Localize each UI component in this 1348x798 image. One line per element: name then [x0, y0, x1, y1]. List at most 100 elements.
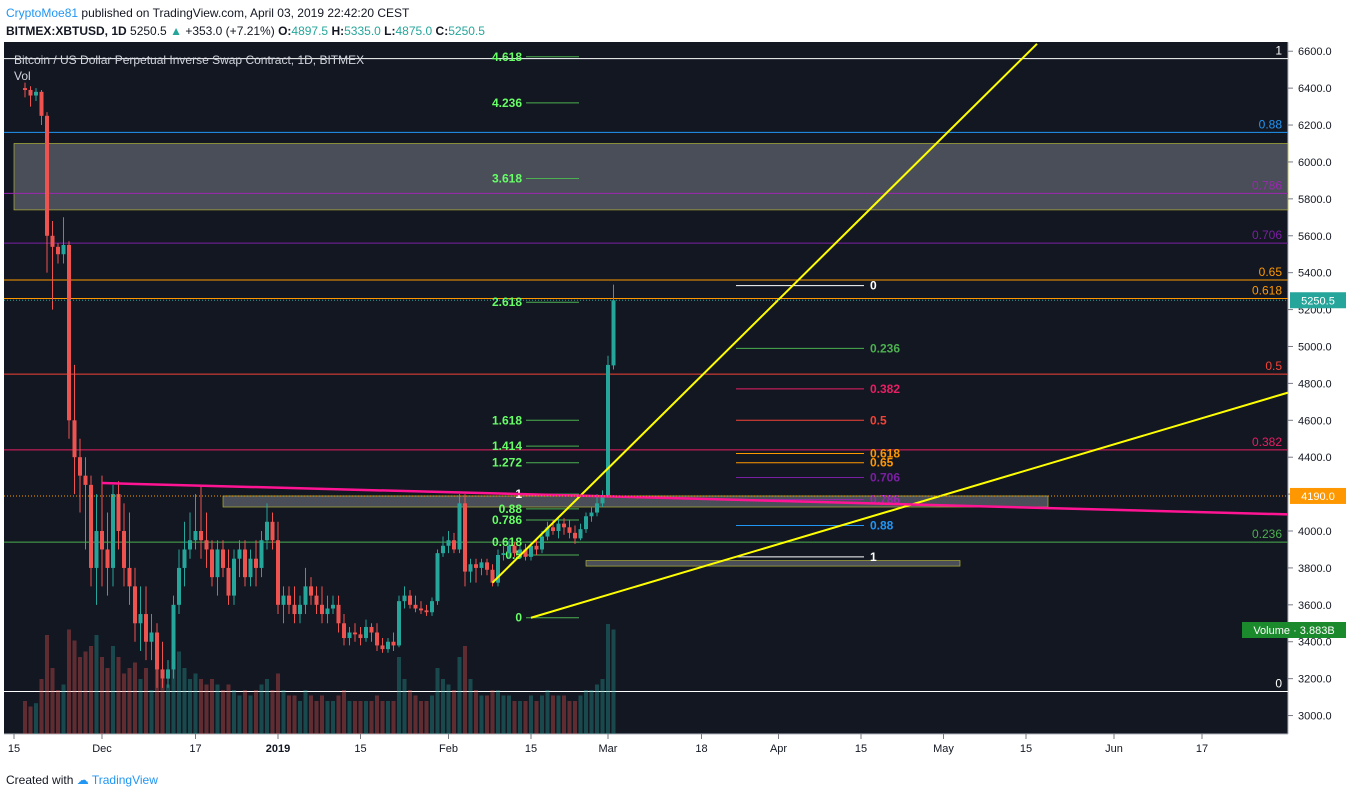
candle[interactable]	[270, 521, 275, 541]
candle[interactable]	[265, 521, 269, 541]
candle[interactable]	[133, 586, 137, 624]
candle[interactable]	[309, 586, 313, 596]
candle[interactable]	[567, 527, 572, 533]
candle[interactable]	[441, 545, 445, 554]
candle[interactable]	[496, 555, 500, 583]
candle[interactable]	[23, 88, 27, 90]
candle[interactable]	[127, 567, 132, 587]
candle[interactable]	[353, 632, 357, 635]
candle[interactable]	[56, 246, 60, 255]
candle[interactable]	[50, 235, 55, 247]
candle[interactable]	[210, 549, 214, 578]
candle[interactable]	[166, 669, 170, 679]
candle[interactable]	[100, 531, 104, 550]
candle[interactable]	[358, 634, 363, 639]
candle[interactable]	[457, 503, 462, 550]
candle[interactable]	[320, 604, 324, 615]
candle[interactable]	[490, 569, 495, 583]
candle[interactable]	[424, 610, 429, 613]
candle[interactable]	[397, 601, 401, 646]
candle[interactable]	[281, 595, 286, 605]
candle[interactable]	[89, 484, 93, 568]
candle[interactable]	[347, 632, 352, 639]
candle[interactable]	[468, 564, 473, 572]
candle[interactable]	[364, 626, 368, 639]
candle[interactable]	[105, 549, 110, 568]
candle[interactable]	[276, 540, 280, 605]
candle[interactable]	[512, 545, 517, 554]
price-axis[interactable]	[1288, 42, 1348, 764]
candle[interactable]	[67, 244, 71, 421]
candle[interactable]	[375, 632, 379, 646]
candle[interactable]	[254, 558, 258, 568]
candle[interactable]	[199, 531, 203, 541]
candle[interactable]	[204, 540, 209, 550]
author-link[interactable]: CryptoMoe81	[6, 6, 79, 20]
candle[interactable]	[193, 531, 198, 541]
candle[interactable]	[485, 562, 489, 570]
candle[interactable]	[226, 567, 231, 596]
candle[interactable]	[600, 495, 605, 504]
trend-line[interactable]	[101, 481, 1289, 516]
candle[interactable]	[160, 669, 165, 679]
candle[interactable]	[78, 457, 82, 476]
candle[interactable]	[336, 604, 341, 624]
candle[interactable]	[606, 364, 610, 496]
candle[interactable]	[611, 300, 616, 366]
candle[interactable]	[215, 549, 220, 578]
candle[interactable]	[589, 512, 594, 517]
candle[interactable]	[144, 614, 148, 642]
candle[interactable]	[177, 567, 181, 605]
candle[interactable]	[138, 614, 143, 624]
candle[interactable]	[325, 608, 330, 615]
candle[interactable]	[111, 494, 115, 568]
candle[interactable]	[380, 645, 385, 650]
candle[interactable]	[386, 641, 390, 650]
candle[interactable]	[435, 553, 440, 602]
candle[interactable]	[573, 532, 577, 539]
candle[interactable]	[171, 604, 176, 670]
candle[interactable]	[402, 595, 407, 602]
candle[interactable]	[83, 475, 88, 485]
candle[interactable]	[314, 595, 319, 605]
candle[interactable]	[551, 527, 555, 532]
trend-line[interactable]	[491, 43, 1038, 584]
candle[interactable]	[331, 604, 335, 609]
candle[interactable]	[391, 641, 396, 646]
candle[interactable]	[556, 523, 561, 532]
time-axis[interactable]	[4, 734, 1288, 764]
candle[interactable]	[149, 632, 154, 642]
candle[interactable]	[562, 523, 566, 528]
candle[interactable]	[116, 494, 121, 532]
candle[interactable]	[518, 549, 522, 554]
tradingview-brand[interactable]: TradingView	[91, 773, 158, 787]
candle[interactable]	[419, 608, 423, 611]
candle[interactable]	[534, 545, 539, 550]
candle[interactable]	[545, 527, 550, 537]
candle[interactable]	[463, 503, 467, 572]
candle[interactable]	[94, 531, 99, 568]
candle[interactable]	[523, 549, 528, 557]
candle[interactable]	[501, 553, 506, 556]
candle[interactable]	[507, 545, 511, 554]
candle[interactable]	[430, 601, 434, 613]
candle[interactable]	[182, 549, 187, 568]
candle[interactable]	[188, 540, 192, 550]
candle[interactable]	[529, 545, 533, 557]
candle[interactable]	[259, 540, 264, 568]
candle[interactable]	[122, 531, 126, 568]
candle[interactable]	[413, 604, 418, 609]
candle[interactable]	[39, 91, 44, 116]
candle[interactable]	[28, 89, 33, 96]
candle[interactable]	[342, 623, 346, 639]
candle[interactable]	[540, 536, 544, 550]
candle[interactable]	[72, 420, 77, 458]
candle[interactable]	[34, 91, 38, 96]
candle[interactable]	[155, 632, 159, 670]
candle[interactable]	[298, 604, 302, 615]
chart-area[interactable]: 1 0.88 0.786 0.706 0.65 0.618 0.5 0.382 0.236 0 4…	[4, 42, 1348, 764]
candle[interactable]	[452, 540, 456, 550]
candle[interactable]	[61, 244, 66, 255]
candle[interactable]	[232, 558, 236, 596]
